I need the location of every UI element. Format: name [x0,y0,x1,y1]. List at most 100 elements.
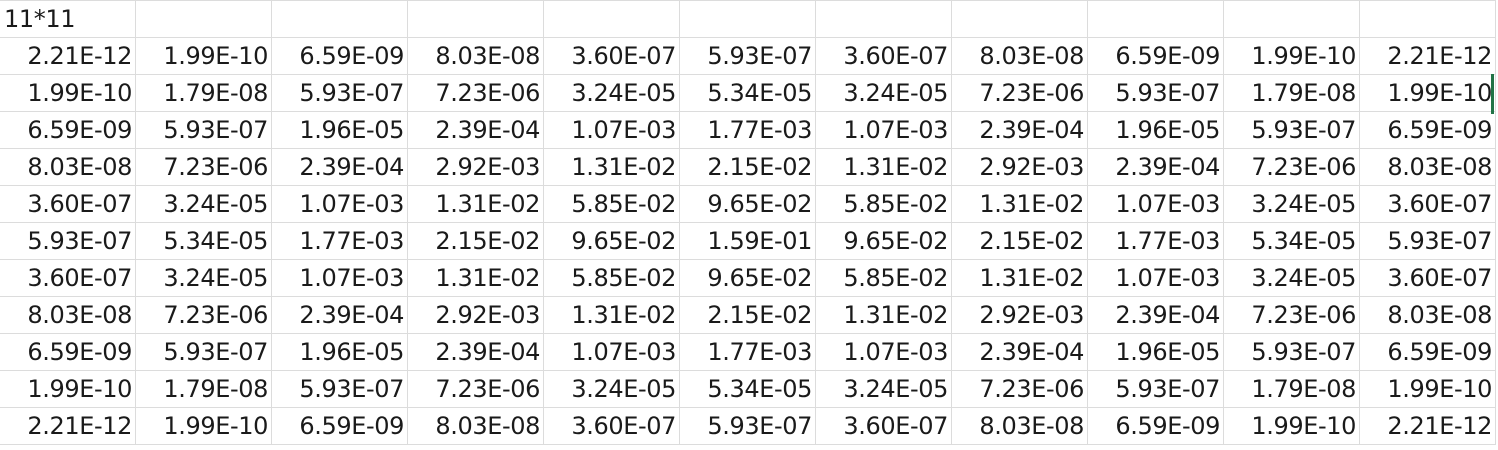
cell[interactable]: 6.59E-09 [271,407,408,445]
cell[interactable]: 5.85E-02 [543,185,680,223]
cell[interactable]: 1.31E-02 [815,148,952,186]
cell[interactable] [679,0,816,38]
cell[interactable]: 8.03E-08 [407,407,544,445]
cell[interactable]: 3.24E-05 [815,74,952,112]
cell[interactable]: 5.93E-07 [1223,333,1360,371]
cell[interactable]: 3.24E-05 [135,259,272,297]
cell[interactable] [1223,0,1360,38]
cell[interactable]: 9.65E-02 [815,222,952,260]
cell[interactable]: 8.03E-08 [0,296,136,334]
cell[interactable]: 5.93E-07 [271,370,408,408]
cell[interactable]: 2.21E-12 [1359,37,1496,75]
cell[interactable]: 8.03E-08 [1359,296,1496,334]
cell[interactable]: 5.93E-07 [1087,74,1224,112]
cell[interactable]: 7.23E-06 [407,370,544,408]
cell[interactable]: 6.59E-09 [0,111,136,149]
cell[interactable]: 7.23E-06 [1223,296,1360,334]
cell[interactable]: 1.07E-03 [1087,185,1224,223]
cell[interactable]: 1.99E-10 [1223,37,1360,75]
cell[interactable]: 5.93E-07 [1359,222,1496,260]
cell[interactable]: 9.65E-02 [679,259,816,297]
cell[interactable]: 1.07E-03 [1087,259,1224,297]
cell[interactable]: 2.15E-02 [679,148,816,186]
cell[interactable]: 7.23E-06 [407,74,544,112]
cell[interactable] [543,0,680,38]
cell[interactable]: 2.15E-02 [951,222,1088,260]
cell[interactable]: 1.31E-02 [543,148,680,186]
cell[interactable]: 5.93E-07 [135,111,272,149]
cell[interactable]: 7.23E-06 [135,148,272,186]
cell[interactable]: 3.24E-05 [135,185,272,223]
cell[interactable]: 5.34E-05 [679,74,816,112]
cell[interactable]: 5.93E-07 [271,74,408,112]
cell[interactable]: 1.31E-02 [543,296,680,334]
cell[interactable]: 1.07E-03 [543,111,680,149]
cell[interactable]: 7.23E-06 [1223,148,1360,186]
cell[interactable] [1359,0,1496,38]
cell[interactable] [815,0,952,38]
cell[interactable] [271,0,408,38]
cell[interactable]: 1.31E-02 [815,296,952,334]
cell[interactable]: 3.60E-07 [1359,185,1496,223]
cell[interactable]: 1.99E-10 [1223,407,1360,445]
cell[interactable]: 1.77E-03 [679,111,816,149]
cell[interactable]: 2.92E-03 [951,148,1088,186]
cell[interactable]: 2.92E-03 [951,296,1088,334]
cell[interactable]: 3.24E-05 [543,74,680,112]
cell[interactable] [1087,0,1224,38]
title-cell[interactable]: 11*11 [0,0,136,38]
cell[interactable]: 1.31E-02 [951,185,1088,223]
cell[interactable]: 1.96E-05 [1087,111,1224,149]
cell[interactable]: 2.39E-04 [1087,296,1224,334]
cell[interactable]: 1.31E-02 [407,185,544,223]
cell[interactable]: 5.85E-02 [543,259,680,297]
cell[interactable]: 1.31E-02 [407,259,544,297]
cell[interactable]: 3.60E-07 [543,37,680,75]
cell[interactable]: 8.03E-08 [951,37,1088,75]
cell[interactable]: 1.07E-03 [543,333,680,371]
cell[interactable]: 1.77E-03 [271,222,408,260]
cell[interactable]: 2.39E-04 [407,333,544,371]
cell[interactable]: 5.93E-07 [679,407,816,445]
cell[interactable]: 1.96E-05 [271,333,408,371]
cell[interactable]: 3.24E-05 [1223,185,1360,223]
cell[interactable]: 1.07E-03 [815,111,952,149]
cell[interactable]: 1.31E-02 [951,259,1088,297]
cell[interactable]: 2.21E-12 [0,407,136,445]
cell[interactable]: 9.65E-02 [543,222,680,260]
cell[interactable]: 3.60E-07 [0,259,136,297]
cell[interactable]: 3.24E-05 [1223,259,1360,297]
cell[interactable]: 5.85E-02 [815,259,952,297]
cell[interactable]: 2.15E-02 [679,296,816,334]
cell[interactable]: 1.79E-08 [135,370,272,408]
cell[interactable]: 6.59E-09 [1087,37,1224,75]
cell[interactable]: 6.59E-09 [1359,111,1496,149]
cell[interactable]: 1.59E-01 [679,222,816,260]
cell[interactable]: 5.85E-02 [815,185,952,223]
cell[interactable]: 5.93E-07 [135,333,272,371]
cell[interactable]: 1.99E-10 [0,74,136,112]
cell[interactable]: 7.23E-06 [951,74,1088,112]
cell[interactable]: 2.92E-03 [407,296,544,334]
cell[interactable]: 3.60E-07 [1359,259,1496,297]
cell[interactable]: 7.23E-06 [951,370,1088,408]
cell[interactable]: 3.60E-07 [815,37,952,75]
cell[interactable]: 2.21E-12 [0,37,136,75]
cell[interactable]: 1.99E-10 [1359,370,1496,408]
cell[interactable]: 8.03E-08 [1359,148,1496,186]
cell[interactable] [951,0,1088,38]
cell[interactable]: 1.79E-08 [1223,74,1360,112]
cell[interactable]: 1.96E-05 [1087,333,1224,371]
cell[interactable]: 5.34E-05 [679,370,816,408]
cell[interactable]: 2.39E-04 [951,111,1088,149]
cell[interactable]: 3.24E-05 [543,370,680,408]
cell[interactable]: 1.07E-03 [815,333,952,371]
cell[interactable]: 2.21E-12 [1359,407,1496,445]
cell[interactable]: 1.79E-08 [135,74,272,112]
cell[interactable]: 1.99E-10 [0,370,136,408]
cell[interactable]: 3.24E-05 [815,370,952,408]
cell[interactable]: 8.03E-08 [951,407,1088,445]
cell[interactable] [407,0,544,38]
cell[interactable]: 1.77E-03 [1087,222,1224,260]
cell[interactable]: 5.93E-07 [1223,111,1360,149]
